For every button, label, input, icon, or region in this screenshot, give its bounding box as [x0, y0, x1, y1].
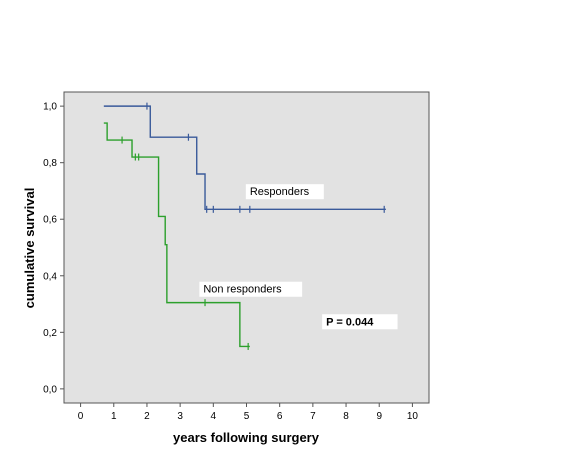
y-tick-label: 0,4 [43, 271, 57, 282]
annotation-label: P = 0.044 [326, 316, 374, 328]
x-axis-title: years following surgery [173, 430, 320, 445]
series-layer [103, 102, 386, 350]
annotation-label: Non responders [203, 284, 282, 296]
x-tick-label: 0 [78, 411, 84, 422]
x-tick-label: 10 [407, 411, 419, 422]
annotation-label: Responders [250, 186, 310, 198]
series-responders [103, 102, 386, 213]
axes: 0 1 2 3 4 5 6 7 8 9 10 0,0 0,2 0,4 0,6 0,8 1,0 [43, 102, 418, 422]
plot-area [63, 91, 430, 404]
annotation-layer: Responders Non responders P = 0.044 [199, 184, 398, 330]
x-tick-label: 4 [211, 411, 217, 422]
y-tick-label: 1,0 [43, 102, 57, 113]
y-tick-label: 0,8 [43, 158, 57, 169]
annotation-box [199, 281, 303, 297]
x-tick-label: 2 [144, 411, 150, 422]
survival-step-line [103, 105, 386, 211]
series-non-responders [103, 122, 250, 350]
y-axis-title: cumulative survival [22, 188, 37, 309]
y-tick-label: 0,6 [43, 215, 57, 226]
x-tick-label: 3 [177, 411, 183, 422]
annotation-box [322, 314, 398, 330]
x-tick-label: 9 [376, 411, 382, 422]
survival-step-line [103, 122, 250, 348]
y-tick-label: 0,2 [43, 328, 57, 339]
annotation-box [245, 184, 324, 200]
x-tick-label: 7 [310, 411, 316, 422]
x-tick-label: 6 [277, 411, 283, 422]
x-tick-label: 8 [343, 411, 349, 422]
x-tick-label: 1 [111, 411, 117, 422]
x-tick-label: 5 [244, 411, 250, 422]
y-tick-label: 0,0 [43, 384, 57, 395]
